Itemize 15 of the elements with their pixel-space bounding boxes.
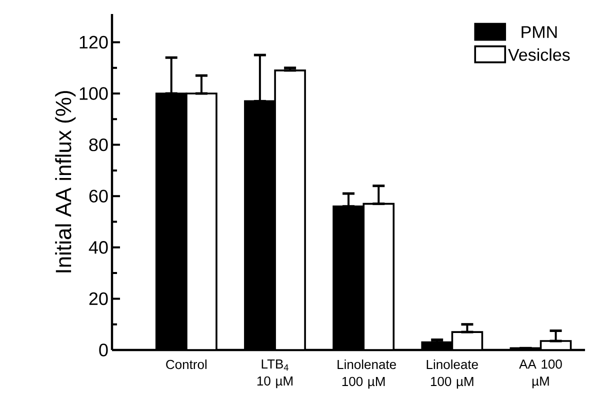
x-tick-label: Control xyxy=(166,360,206,370)
y-axis-title: Initial AA influx (%) xyxy=(55,91,76,272)
y-tick-label: 0 xyxy=(99,344,108,356)
y-tick-label: 40 xyxy=(88,241,108,254)
y-tick-label: 120 xyxy=(80,36,108,49)
x-tick-label: LTB$_{4}$ 10 µM xyxy=(257,360,292,388)
y-tick-label: 80 xyxy=(89,138,108,152)
y-tick-label: 100 xyxy=(80,87,108,100)
legend-label: PMN xyxy=(522,26,557,38)
x-tick-label: Linolenate 100 µM xyxy=(338,360,396,389)
legend-label: Vesicles xyxy=(508,48,570,61)
y-tick-label: 60 xyxy=(89,190,108,202)
x-tick-label: Linoleate 100 µM xyxy=(426,360,478,389)
y-tick-label: 20 xyxy=(89,292,108,306)
x-tick-label: AA 100 µM xyxy=(519,360,562,388)
